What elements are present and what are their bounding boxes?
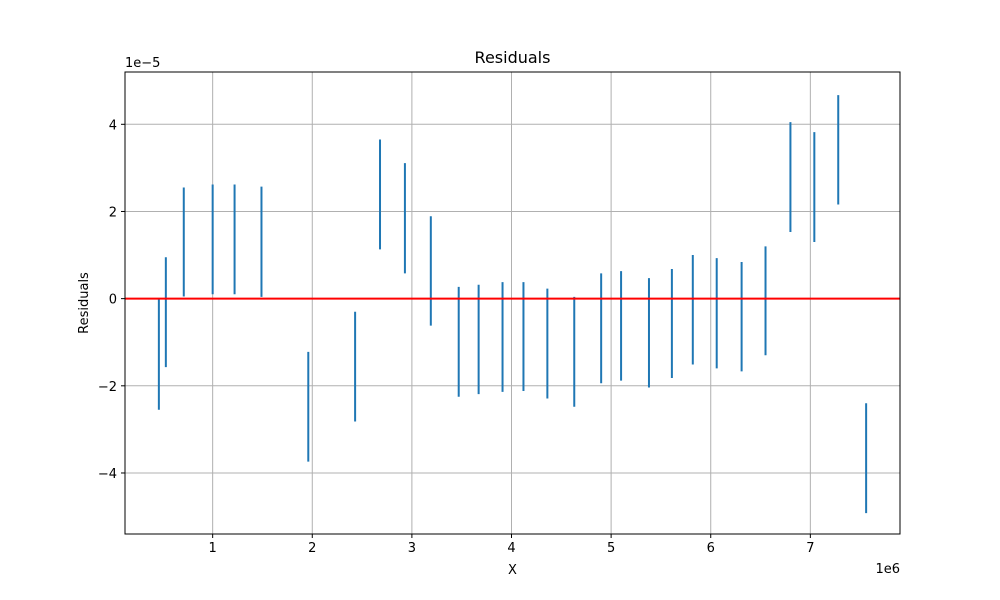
x-axis-offset-label: 1e6 <box>875 562 900 577</box>
plot-frame <box>124 71 901 535</box>
y-axis-label: Residuals <box>77 272 92 334</box>
y-tick-label: 0 <box>109 293 117 308</box>
x-tick-label: 5 <box>607 541 615 556</box>
x-tick-label: 7 <box>806 541 814 556</box>
chart-title: Residuals <box>475 48 551 67</box>
x-axis-label: X <box>508 563 517 578</box>
x-tick-label: 4 <box>507 541 515 556</box>
y-axis-offset-label: 1e−5 <box>125 56 160 71</box>
tick-layer: 1 2 3 4 5 6 7 −4 −2 0 2 4 <box>98 118 815 556</box>
x-tick-label: 6 <box>707 541 715 556</box>
y-tick-label: 4 <box>109 118 117 133</box>
x-tick-label: 1 <box>209 541 217 556</box>
x-tick-label: 2 <box>308 541 316 556</box>
y-tick-label: −2 <box>98 380 117 395</box>
y-tick-label: 2 <box>109 205 117 220</box>
y-tick-label: −4 <box>98 467 117 482</box>
errorbar-layer <box>157 95 868 514</box>
x-tick-label: 3 <box>408 541 416 556</box>
grid-layer <box>125 72 900 534</box>
